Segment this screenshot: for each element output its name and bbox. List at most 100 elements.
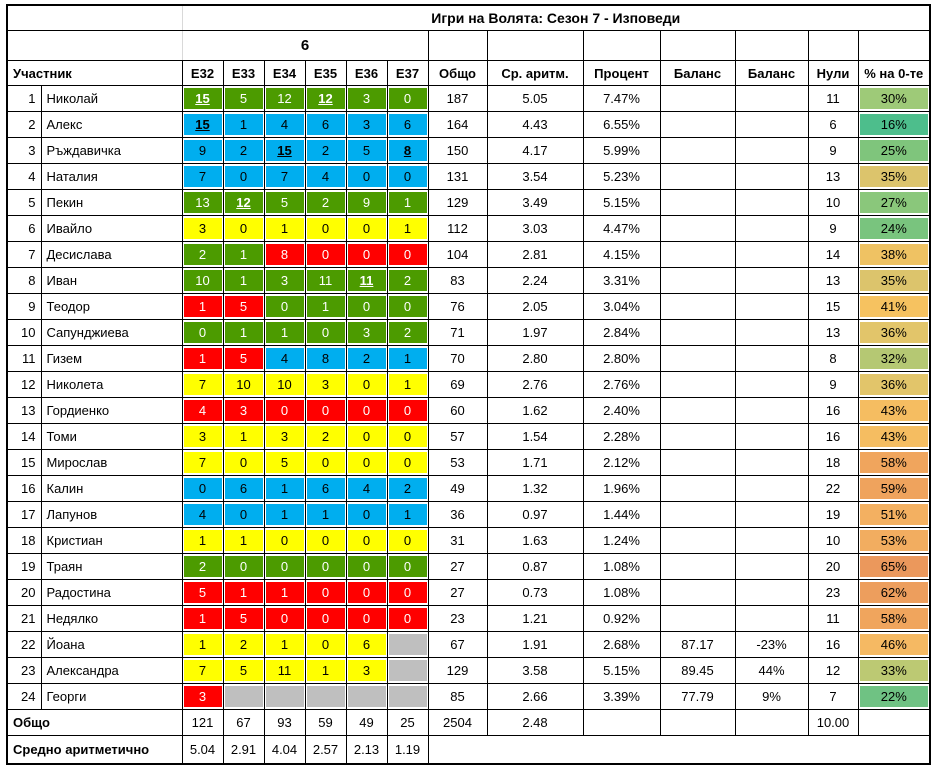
episode-score-cell: 5 <box>263 449 306 476</box>
average-cell: 1.71 <box>486 449 584 476</box>
mean-e34: 4.04 <box>263 735 306 765</box>
participant-name-cell: Кристиан <box>40 527 183 554</box>
total-cell: 76 <box>427 293 488 320</box>
episode-score-cell: 1 <box>386 371 429 398</box>
episode-score-cell: 5 <box>222 85 265 112</box>
balance-percent-cell <box>734 449 809 476</box>
participant-row: 21 Недялко 1 5 0 0 0 0 23 1.21 0.92% 11 58% <box>6 605 931 632</box>
episode-score-cell: 3 <box>263 267 306 294</box>
participant-name-cell: Николай <box>40 85 183 112</box>
rank-cell: 16 <box>6 475 42 502</box>
balance-days-cell <box>659 527 736 554</box>
episode-score-value: 5 <box>224 348 263 369</box>
episode-score-value: 4 <box>347 478 386 499</box>
zeros-count-cell: 11 <box>807 605 859 632</box>
participant-name-cell: Недялко <box>40 605 183 632</box>
average-cell: 5.05 <box>486 85 584 112</box>
balance-days-cell <box>659 137 736 164</box>
balance-percent-cell <box>734 371 809 398</box>
episode-score-value: 15 <box>183 88 222 109</box>
zeros-count-cell: 23 <box>807 579 859 606</box>
balance-days-cell <box>659 397 736 424</box>
episode-score-cell: 8 <box>263 241 306 268</box>
participant-name-cell: Траян <box>40 553 183 580</box>
participant-row: 11 Гизем 1 5 4 8 2 1 70 2.80 2.80% 8 32% <box>6 345 931 372</box>
episode-score-value: 0 <box>388 556 427 577</box>
episode-score-value: 0 <box>347 530 386 551</box>
title-row: Игри на Волята: Сезон 7 - Изповеди <box>6 4 931 31</box>
totals-e33: 67 <box>222 709 265 736</box>
episode-score-cell: 0 <box>345 215 388 242</box>
episode-score-cell: 1 <box>263 215 306 242</box>
balance-days-cell <box>659 189 736 216</box>
mean-label: Средно аритметично <box>6 735 183 765</box>
zero-percent-value: 58% <box>859 452 929 473</box>
rank-cell: 21 <box>6 605 42 632</box>
totals-balance1 <box>659 709 736 736</box>
episode-score-value: 0 <box>347 452 386 473</box>
balance-days-cell <box>659 579 736 606</box>
episode-score-cell: 10 <box>263 371 306 398</box>
rank-cell: 8 <box>6 267 42 294</box>
zeros-count-cell: 16 <box>807 397 859 424</box>
episode-score-cell: 0 <box>304 631 347 658</box>
episode-score-value: 0 <box>265 608 304 629</box>
group-header: 6 <box>181 30 429 61</box>
episode-score-cell: 0 <box>304 605 347 632</box>
episode-score-cell: 2 <box>386 475 429 502</box>
zero-percent-value: 24% <box>859 218 929 239</box>
rank-cell: 3 <box>6 137 42 164</box>
episode-score-value: 5 <box>224 608 263 629</box>
episode-score-cell: 13 <box>181 189 224 216</box>
participant-name-cell: Теодор <box>40 293 183 320</box>
participant-row: 9 Теодор 1 5 0 1 0 0 76 2.05 3.04% 15 41% <box>6 293 931 320</box>
participant-name-cell: Ивайло <box>40 215 183 242</box>
episode-score-cell: 0 <box>386 397 429 424</box>
totals-zeros: 10.00 <box>807 709 859 736</box>
percent-cell: 1.96% <box>582 475 661 502</box>
percent-cell: 3.04% <box>582 293 661 320</box>
balance-percent-cell <box>734 267 809 294</box>
episode-score-cell: 4 <box>181 397 224 424</box>
episode-score-cell: 0 <box>345 579 388 606</box>
episode-score-value: 1 <box>224 426 263 447</box>
zeros-count-cell: 9 <box>807 137 859 164</box>
participant-name-cell: Николета <box>40 371 183 398</box>
rank-cell: 20 <box>6 579 42 606</box>
episode-score-cell: 0 <box>345 527 388 554</box>
episode-score-cell: 0 <box>304 241 347 268</box>
average-cell: 0.87 <box>486 553 584 580</box>
episode-score-value: 15 <box>183 114 222 135</box>
episode-score-value: 3 <box>347 114 386 135</box>
rank-cell: 2 <box>6 111 42 138</box>
average-cell: 1.21 <box>486 605 584 632</box>
episode-score-value: 1 <box>183 634 222 655</box>
participant-row: 3 Ръждавичка 9 2 15 2 5 8 150 4.17 5.99% 9 25% <box>6 137 931 164</box>
episode-score-cell: 1 <box>181 345 224 372</box>
episode-score-value: 0 <box>388 244 427 265</box>
percent-cell: 2.84% <box>582 319 661 346</box>
percent-cell: 2.68% <box>582 631 661 658</box>
zero-percent-value: 35% <box>859 166 929 187</box>
zero-percent-cell: 43% <box>857 397 931 424</box>
zero-percent-cell: 53% <box>857 527 931 554</box>
balance-days-cell: 77.79 <box>659 683 736 710</box>
episode-score-cell: 0 <box>304 527 347 554</box>
episode-score-cell: 0 <box>386 527 429 554</box>
balance-days-cell <box>659 267 736 294</box>
episode-score-value: 3 <box>224 400 263 421</box>
episode-score-cell: 4 <box>304 163 347 190</box>
participant-name-cell: Десислава <box>40 241 183 268</box>
percent-cell: 0.92% <box>582 605 661 632</box>
episode-score-value: 0 <box>306 244 345 265</box>
episode-score-cell: 2 <box>222 137 265 164</box>
episode-score-value: 0 <box>306 452 345 473</box>
mean-e37: 1.19 <box>386 735 429 765</box>
zero-percent-value: 27% <box>859 192 929 213</box>
episode-score-value: 0 <box>347 426 386 447</box>
episode-score-value: 1 <box>265 582 304 603</box>
total-cell: 27 <box>427 579 488 606</box>
header-average: Ср. аритм. <box>486 60 584 86</box>
participant-name-cell: Александра <box>40 657 183 684</box>
participant-name-cell: Алекс <box>40 111 183 138</box>
